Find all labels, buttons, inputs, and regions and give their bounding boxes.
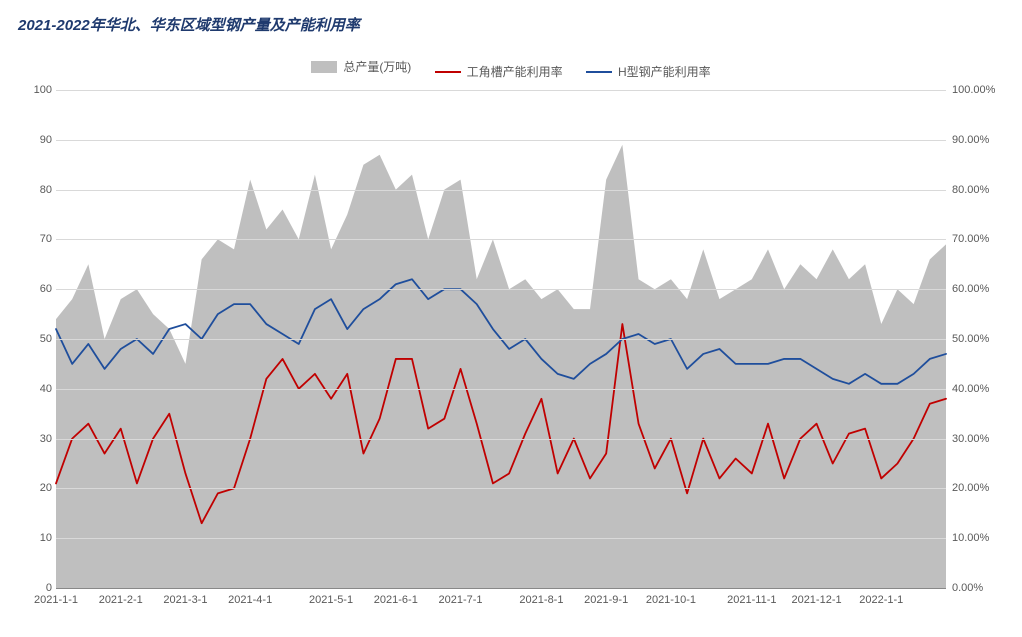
x-tick-label: 2021-9-1 xyxy=(584,594,628,606)
gridline xyxy=(56,90,946,91)
y-left-tick-label: 20 xyxy=(22,482,52,494)
y-right-tick-label: 40.00% xyxy=(952,383,989,395)
y-right-tick-label: 30.00% xyxy=(952,433,989,445)
line2-swatch xyxy=(586,71,612,73)
x-tick-label: 2021-7-1 xyxy=(439,594,483,606)
x-tick-label: 2021-3-1 xyxy=(163,594,207,606)
y-right-tick-label: 70.00% xyxy=(952,233,989,245)
line1-swatch xyxy=(435,71,461,73)
gridline xyxy=(56,439,946,440)
legend-label-area: 总产量(万吨) xyxy=(343,58,411,75)
x-tick-label: 2021-1-1 xyxy=(34,594,78,606)
gridline xyxy=(56,289,946,290)
y-right-tick-label: 90.00% xyxy=(952,134,989,146)
y-right-tick-label: 0.00% xyxy=(952,582,983,594)
x-tick-label: 2021-6-1 xyxy=(374,594,418,606)
gridline xyxy=(56,488,946,489)
y-left-tick-label: 60 xyxy=(22,283,52,295)
legend-item-area: 总产量(万吨) xyxy=(311,58,411,75)
gridline xyxy=(56,538,946,539)
y-right-tick-label: 50.00% xyxy=(952,333,989,345)
y-left-tick-label: 90 xyxy=(22,134,52,146)
y-right-tick-label: 100.00% xyxy=(952,84,995,96)
legend-item-line1: 工角槽产能利用率 xyxy=(435,63,563,80)
y-right-tick-label: 10.00% xyxy=(952,532,989,544)
x-tick-label: 2021-8-1 xyxy=(519,594,563,606)
chart-area: 00.00%1010.00%2020.00%3030.00%4040.00%50… xyxy=(28,86,994,622)
y-left-tick-label: 80 xyxy=(22,184,52,196)
chart-title: 2021-2022年华北、华东区域型钢产量及产能利用率 xyxy=(18,14,360,35)
y-left-tick-label: 10 xyxy=(22,532,52,544)
legend-label-line1: 工角槽产能利用率 xyxy=(467,63,563,80)
gridline xyxy=(56,339,946,340)
y-left-tick-label: 50 xyxy=(22,333,52,345)
y-right-tick-label: 60.00% xyxy=(952,283,989,295)
x-tick-label: 2021-12-1 xyxy=(791,594,841,606)
x-tick-label: 2021-2-1 xyxy=(99,594,143,606)
area-swatch xyxy=(311,61,337,73)
x-tick-label: 2022-1-1 xyxy=(859,594,903,606)
y-right-tick-label: 20.00% xyxy=(952,482,989,494)
legend-label-line2: H型钢产能利用率 xyxy=(618,63,711,80)
y-left-tick-label: 40 xyxy=(22,383,52,395)
gridline xyxy=(56,190,946,191)
y-left-tick-label: 0 xyxy=(22,582,52,594)
x-tick-label: 2021-4-1 xyxy=(228,594,272,606)
gridline xyxy=(56,389,946,390)
gridline xyxy=(56,239,946,240)
y-left-tick-label: 30 xyxy=(22,433,52,445)
x-tick-label: 2021-5-1 xyxy=(309,594,353,606)
y-left-tick-label: 70 xyxy=(22,233,52,245)
x-tick-label: 2021-11-1 xyxy=(727,594,776,606)
y-right-tick-label: 80.00% xyxy=(952,184,989,196)
gridline xyxy=(56,140,946,141)
x-tick-label: 2021-10-1 xyxy=(646,594,696,606)
chart-legend: 总产量(万吨) 工角槽产能利用率 H型钢产能利用率 xyxy=(0,58,1022,80)
y-left-tick-label: 100 xyxy=(22,84,52,96)
legend-item-line2: H型钢产能利用率 xyxy=(586,63,711,80)
